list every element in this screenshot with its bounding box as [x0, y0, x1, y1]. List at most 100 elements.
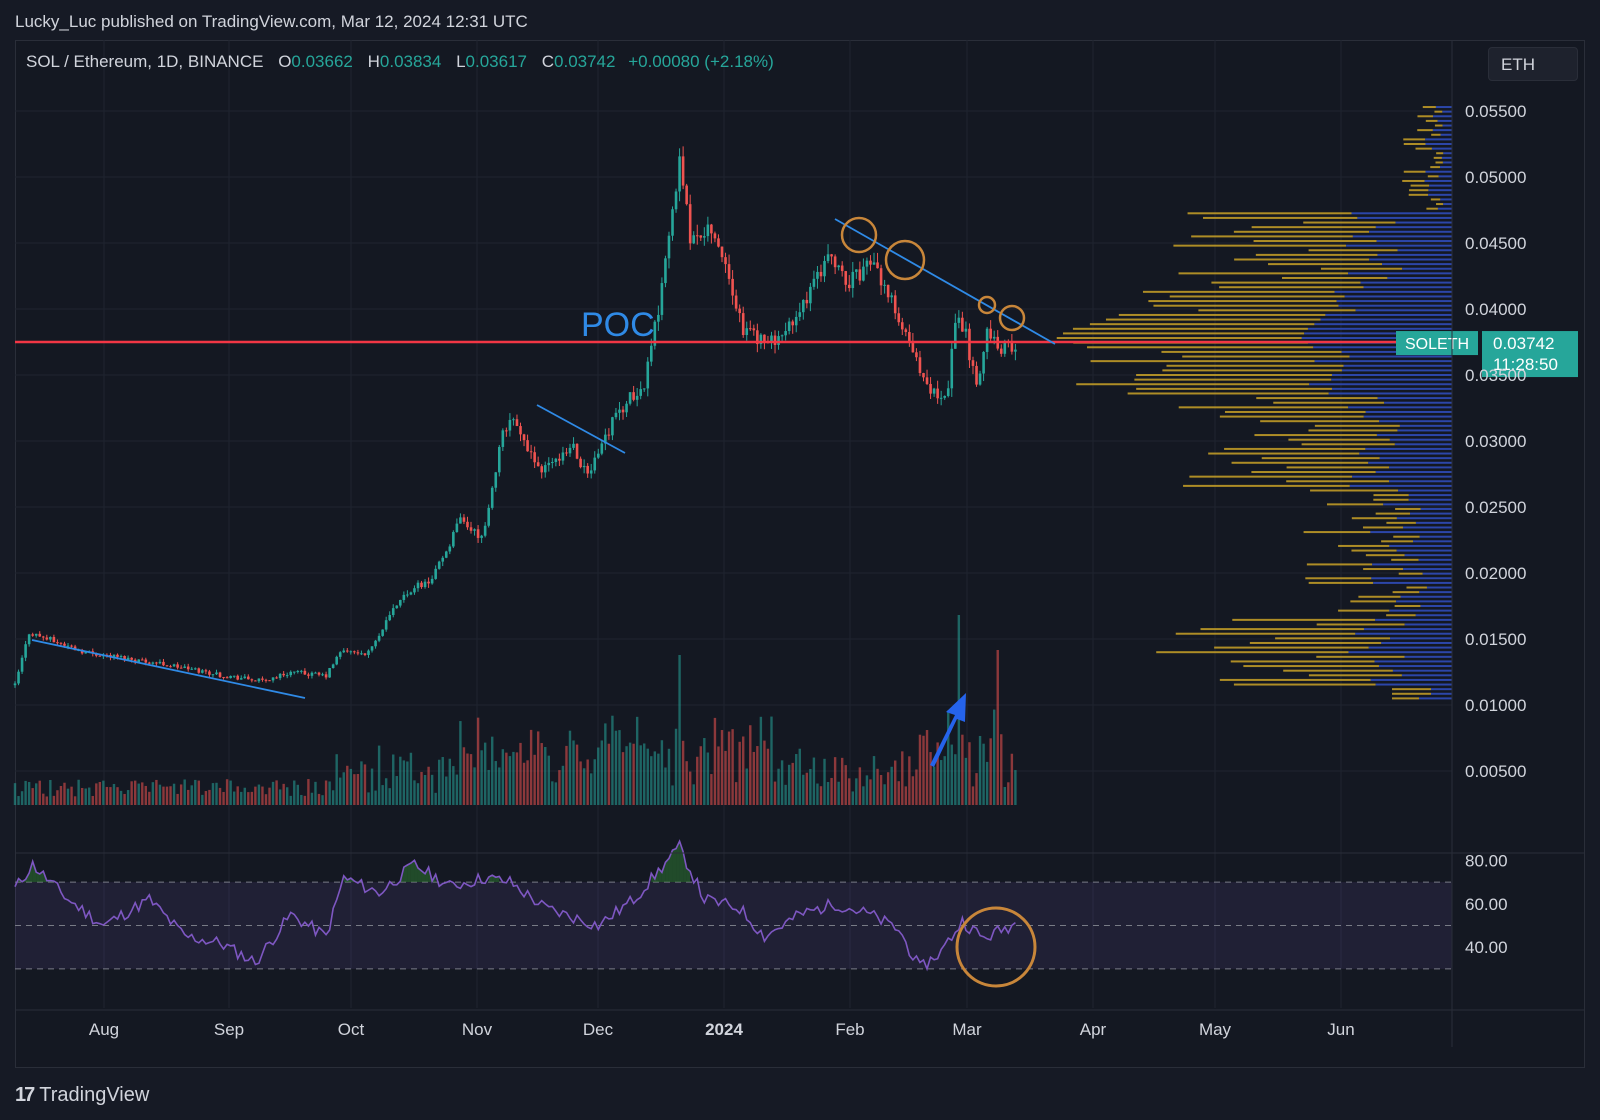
- volume-bar: [787, 764, 791, 805]
- candle-body: [756, 330, 759, 345]
- candle-body: [925, 377, 929, 384]
- volume-bar: [282, 783, 285, 805]
- symbol-price-tag: [1396, 331, 1478, 356]
- candle-body: [172, 664, 176, 667]
- candle-body: [929, 383, 932, 394]
- volume-profile-bar: [1214, 646, 1369, 649]
- volume-bar: [876, 768, 879, 805]
- candle-body: [657, 314, 660, 322]
- volume-bar: [681, 740, 685, 805]
- volume-profile-bar: [1442, 161, 1452, 164]
- volume-bar: [261, 786, 264, 805]
- volume-profile-bar: [1232, 618, 1376, 621]
- volume-bar: [109, 787, 112, 805]
- volume-bar: [978, 735, 982, 805]
- candle-body: [264, 679, 268, 681]
- volume-profile-bar: [1404, 655, 1452, 658]
- volume-bar: [381, 785, 384, 805]
- volume-profile-bar: [1314, 424, 1400, 427]
- volume-bar: [819, 786, 823, 805]
- volume-bar: [250, 791, 254, 805]
- volume-bar: [851, 791, 854, 805]
- candle-body: [975, 365, 978, 385]
- volume-bar: [901, 751, 904, 805]
- footer[interactable]: 17 TradingView: [15, 1084, 149, 1107]
- candle-body: [568, 447, 572, 454]
- volume-profile-bar: [1419, 535, 1452, 538]
- volume-profile-bar: [1306, 563, 1373, 566]
- volume-profile-bar: [1376, 434, 1452, 437]
- volume-bar: [522, 762, 526, 805]
- candle-body: [954, 322, 957, 349]
- volume-profile-bar: [1418, 558, 1452, 561]
- volume-profile-bar: [1156, 651, 1349, 654]
- volume-bar: [119, 790, 123, 805]
- candle-body: [56, 642, 59, 644]
- candle-body: [434, 568, 437, 579]
- volume-profile-bar: [1393, 535, 1420, 538]
- volume-bar: [568, 730, 572, 805]
- volume-profile-bar: [1208, 452, 1360, 455]
- volume-bar: [865, 775, 869, 805]
- volume-bar: [331, 790, 335, 805]
- volume-bar: [31, 788, 34, 805]
- candle-body: [409, 592, 413, 595]
- candle-body: [681, 156, 685, 186]
- volume-profile-bar: [1286, 466, 1390, 469]
- volume-profile-bar: [1433, 156, 1442, 159]
- candle-body: [126, 657, 130, 661]
- volume-bar: [317, 793, 321, 805]
- symbol-price-tag-label: SOLETH: [1405, 336, 1469, 353]
- volume-bar: [643, 743, 646, 805]
- time-tick-label: May: [1199, 1020, 1232, 1039]
- volume-profile-bar: [1420, 507, 1452, 510]
- candle-body: [752, 328, 756, 331]
- volume-bar: [879, 774, 883, 805]
- candle-body: [17, 671, 20, 684]
- candle-body: [671, 209, 674, 236]
- volume-bar: [982, 743, 985, 805]
- candle-body: [533, 452, 536, 463]
- volume-bar: [49, 780, 52, 805]
- candle-body: [112, 654, 116, 658]
- candle-body: [512, 419, 515, 421]
- volume-profile-bar: [1316, 655, 1405, 658]
- candle-body: [466, 521, 469, 528]
- volume-profile-bar: [1389, 609, 1452, 612]
- volume-bar: [77, 779, 80, 805]
- candle-body: [692, 235, 696, 244]
- candle-body: [494, 472, 498, 488]
- volume-profile-bar: [1442, 124, 1452, 127]
- volume-bar: [190, 785, 193, 805]
- volume-bar: [558, 770, 561, 805]
- candle-body: [904, 329, 908, 333]
- candle-body: [908, 332, 911, 342]
- candle-body: [812, 278, 816, 287]
- currency-button[interactable]: ETH: [1488, 47, 1578, 81]
- volume-bar: [833, 757, 837, 805]
- volume-bar: [52, 795, 56, 805]
- volume-profile-bar: [1424, 179, 1452, 182]
- volume-profile-bar: [1357, 216, 1452, 219]
- volume-profile-bar: [1360, 281, 1452, 284]
- candle-body: [939, 397, 943, 399]
- chart-frame[interactable]: [15, 40, 1585, 1068]
- volume-bar: [452, 766, 455, 805]
- volume-profile-bar: [1374, 660, 1452, 663]
- volume-profile-bar: [1187, 212, 1352, 215]
- rsi-overbought-fill: [410, 860, 415, 883]
- candle-body: [611, 417, 614, 436]
- candle-body: [289, 671, 293, 676]
- volume-profile-bar: [1375, 471, 1452, 474]
- volume-bar: [667, 748, 671, 805]
- candle-body: [158, 661, 162, 664]
- volume-bar: [1000, 734, 1003, 805]
- volume-bar: [685, 761, 688, 805]
- candle-body: [770, 335, 773, 343]
- volume-bar: [635, 716, 639, 805]
- volume-profile-bar: [1178, 272, 1349, 275]
- volume-profile-bar: [1362, 526, 1404, 529]
- candle-body: [639, 389, 642, 396]
- change-value: +0.00080 (+2.18%): [628, 52, 774, 71]
